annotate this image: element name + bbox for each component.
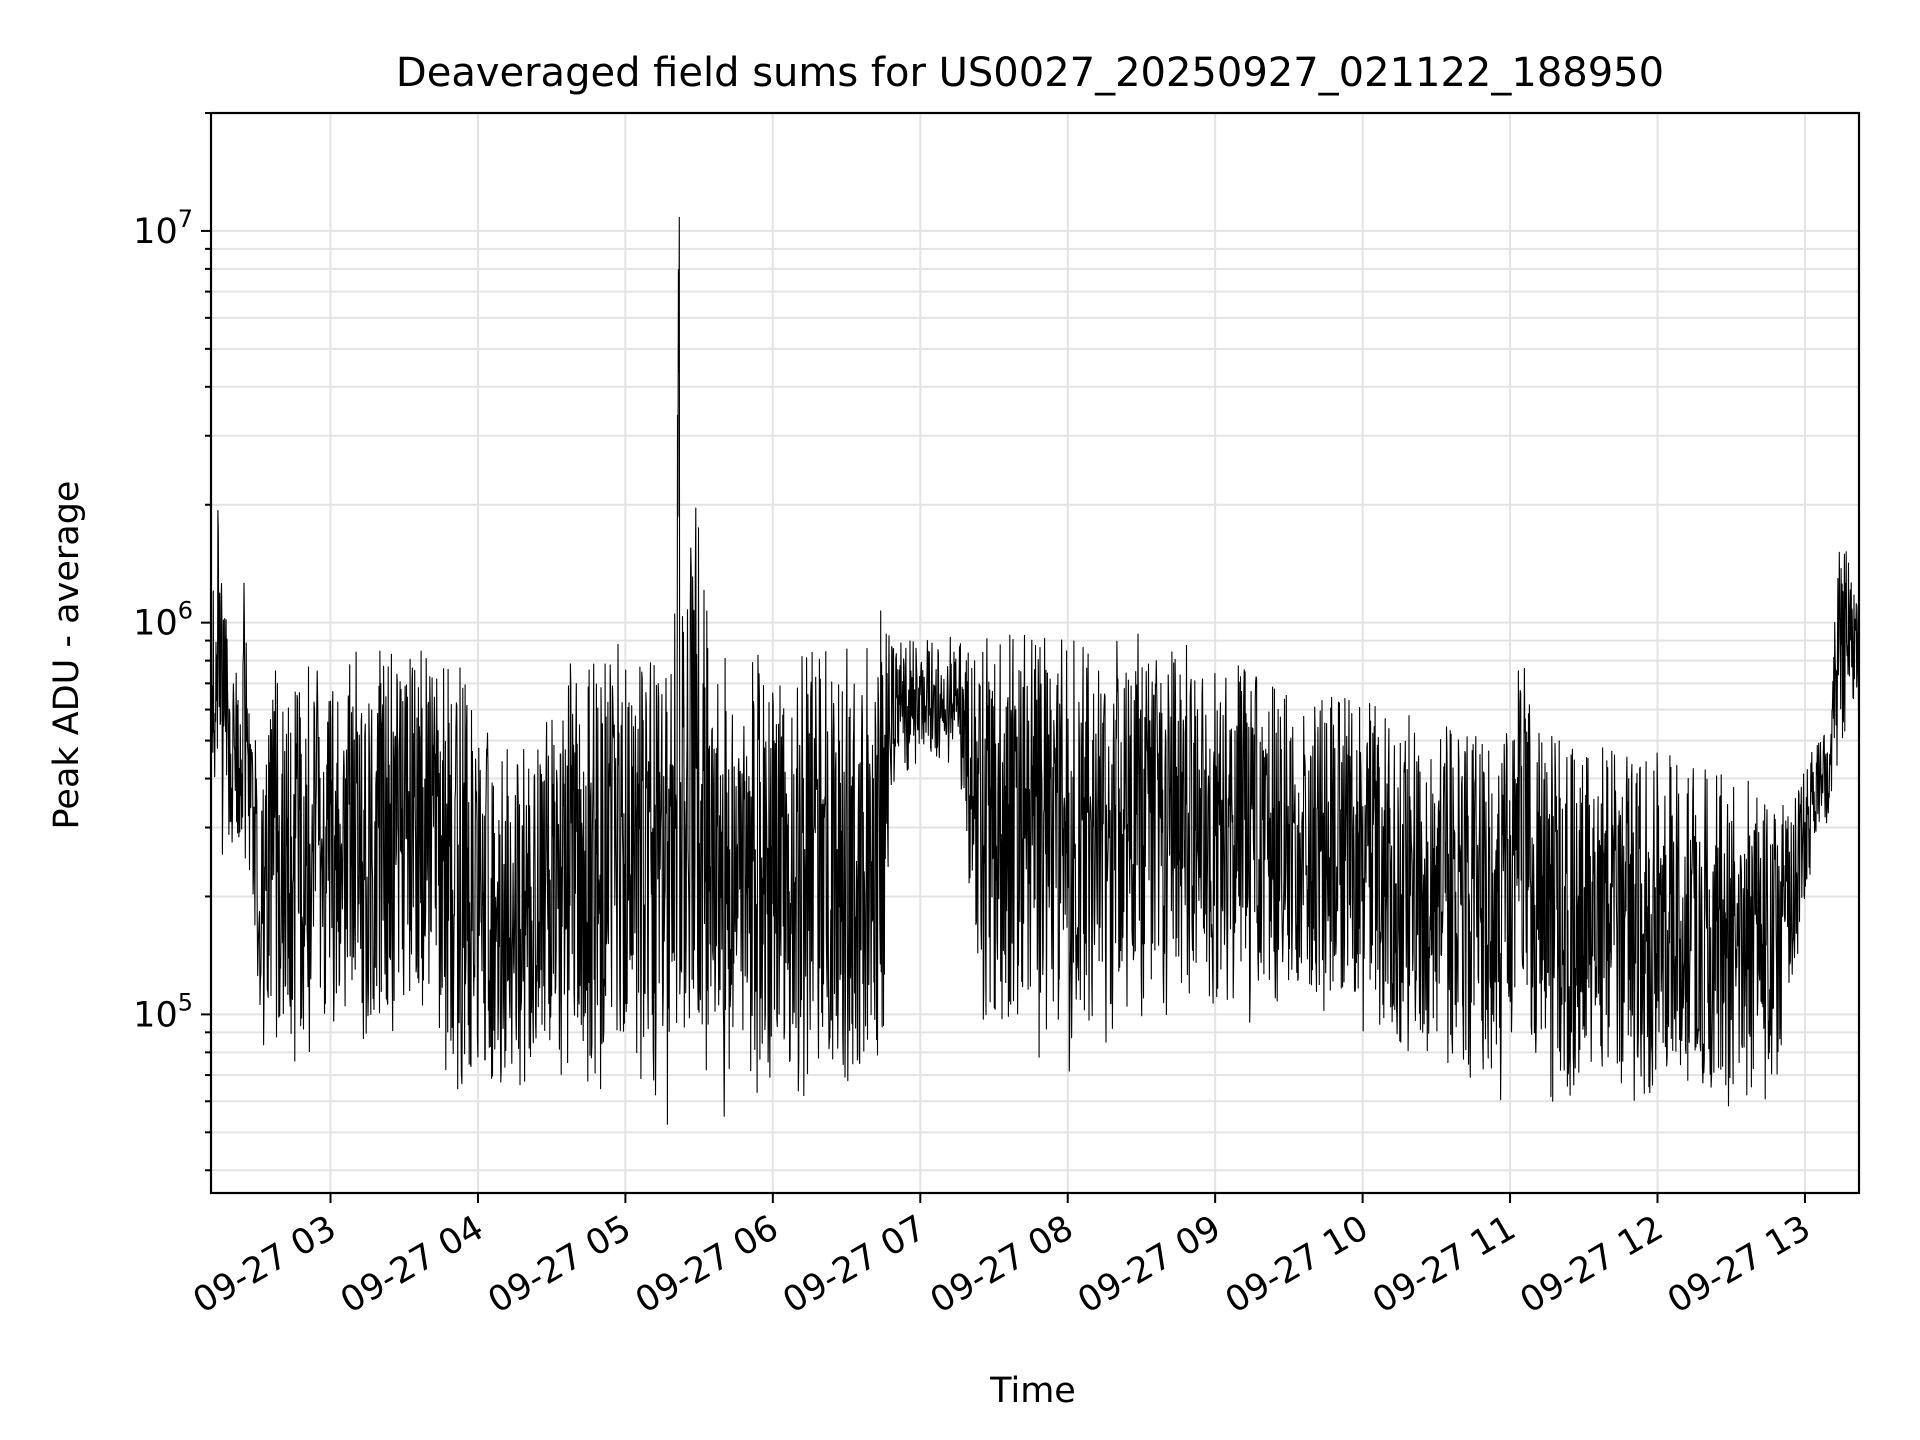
y-tick-label: 106 [133, 597, 193, 644]
y-tick-label: 107 [133, 205, 193, 252]
chart-title: Deaveraged field sums for US0027_2025092… [396, 50, 1664, 96]
y-tick-label: 105 [133, 988, 193, 1035]
plot-frame [209, 111, 1861, 1195]
series-layer [210, 216, 1860, 1125]
y-axis-label: Peak ADU - average [47, 481, 87, 830]
data-series-line [210, 216, 1860, 1125]
x-axis-label: Time [989, 1371, 1076, 1411]
